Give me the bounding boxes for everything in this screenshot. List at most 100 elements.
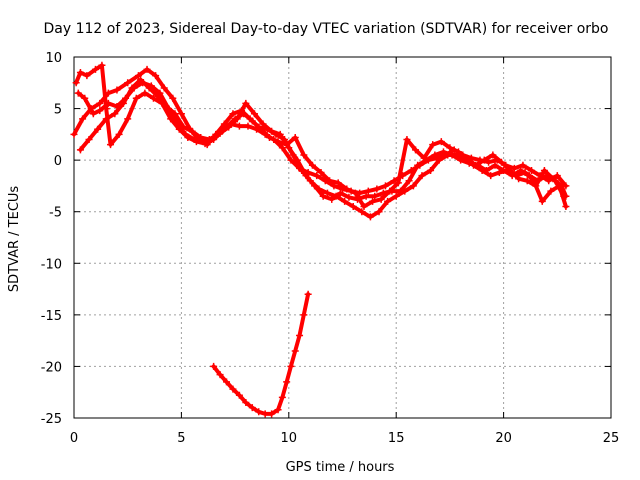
data-point: [197, 133, 205, 141]
data-point: [255, 408, 263, 416]
data-point: [115, 130, 123, 138]
y-axis-label: SDTVAR / TECUs: [7, 186, 22, 293]
data-point: [274, 406, 282, 414]
data-point: [250, 110, 258, 118]
data-point: [296, 331, 304, 339]
data-point: [358, 208, 366, 216]
data-point: [229, 385, 237, 393]
data-point: [248, 117, 256, 125]
data-point: [366, 213, 374, 221]
y-tick-label: -15: [41, 309, 62, 324]
x-tick-label: 10: [281, 431, 298, 446]
data-point: [235, 122, 243, 130]
data-point: [334, 179, 342, 187]
data-point: [437, 138, 445, 146]
data-point: [442, 151, 450, 159]
data-point: [205, 136, 213, 144]
series-trace-5: [210, 290, 312, 418]
data-point: [113, 86, 121, 94]
data-point: [407, 166, 415, 174]
data-point: [427, 166, 435, 174]
y-tick-label: 10: [45, 51, 62, 66]
data-point: [538, 197, 546, 205]
data-point: [429, 141, 437, 149]
data-point: [242, 99, 250, 107]
data-point: [510, 164, 518, 172]
data-point: [433, 154, 441, 162]
series-trace-2: [74, 79, 568, 203]
data-point: [416, 161, 424, 169]
data-point: [283, 378, 291, 386]
series-trace-1: [70, 65, 570, 221]
data-point: [278, 393, 286, 401]
data-point: [304, 290, 312, 298]
data-point: [287, 156, 295, 164]
data-point: [497, 158, 505, 166]
axis-ticks: 0 5 10 15 20 25 10 5 0 -5 -10 -15 -20 -25: [41, 51, 620, 446]
data-point: [244, 122, 252, 130]
data-point: [296, 164, 304, 172]
data-point: [487, 172, 495, 180]
data-point: [384, 197, 392, 205]
data-point: [134, 72, 142, 80]
data-point: [311, 182, 319, 190]
data-point: [328, 195, 336, 203]
data-point: [371, 192, 379, 200]
data-point: [345, 193, 353, 201]
data-point: [171, 110, 179, 118]
data-point: [308, 161, 316, 169]
y-tick-label: -5: [49, 206, 62, 221]
data-point: [102, 105, 110, 113]
data-point: [489, 151, 497, 159]
data-point: [107, 141, 115, 149]
data-point: [240, 110, 248, 118]
data-point: [184, 133, 192, 141]
data-point: [500, 166, 508, 174]
data-point: [242, 399, 250, 407]
data-point: [287, 362, 295, 370]
data-point: [319, 192, 327, 200]
chart-title: Day 112 of 2023, Sidereal Day-to-day VTE…: [44, 21, 609, 37]
data-point: [72, 79, 80, 87]
data-point: [558, 182, 566, 190]
data-point: [132, 94, 140, 102]
data-point: [420, 154, 428, 162]
y-tick-label: -10: [41, 257, 62, 272]
data-point: [201, 140, 209, 148]
data-point: [528, 166, 536, 174]
data-point: [76, 68, 84, 76]
data-point: [76, 146, 84, 154]
data-point: [293, 156, 301, 164]
data-point: [532, 182, 540, 190]
data-point: [223, 378, 231, 386]
data-point: [377, 195, 385, 203]
data-point: [210, 362, 218, 370]
data-point: [98, 61, 106, 69]
data-point: [446, 144, 454, 152]
data-point: [231, 115, 239, 123]
y-tick-label: 0: [54, 154, 62, 169]
data-point: [169, 94, 177, 102]
data-point: [74, 89, 82, 97]
data-point: [540, 166, 548, 174]
data-point: [562, 192, 570, 200]
series-trace-3: [72, 61, 570, 197]
x-tick-label: 5: [177, 431, 185, 446]
data-point: [162, 103, 170, 111]
data-point: [463, 154, 471, 162]
data-point: [362, 192, 370, 200]
data-point: [313, 172, 321, 180]
data-point: [102, 115, 110, 123]
data-point: [418, 172, 426, 180]
data-point: [304, 169, 312, 177]
data-point: [381, 182, 389, 190]
data-point: [268, 127, 276, 135]
series-trace-4: [76, 76, 570, 211]
data-point: [188, 127, 196, 135]
data-point: [549, 175, 557, 183]
y-tick-label: -25: [41, 412, 62, 427]
data-point: [96, 99, 104, 107]
data-point: [94, 125, 102, 133]
data-point: [149, 94, 157, 102]
data-point: [160, 84, 168, 92]
